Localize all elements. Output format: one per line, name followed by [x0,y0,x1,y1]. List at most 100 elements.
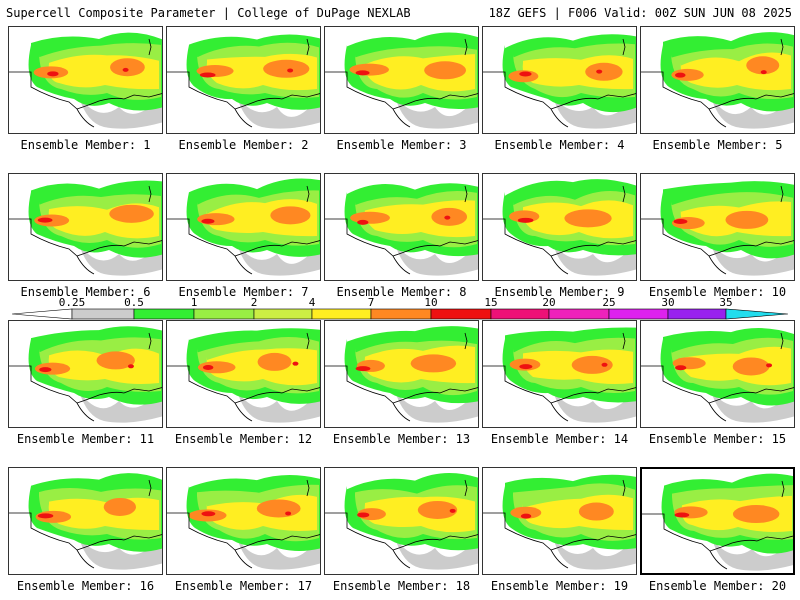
field-shading [725,210,769,229]
boundary-line [464,332,468,350]
boundary-line [76,387,162,404]
boundary-line [167,365,253,422]
boundary-line [167,218,253,275]
colorbar-segment [608,308,669,320]
field-shading [444,215,451,220]
boundary-line [641,71,727,128]
boundary-line [392,534,478,551]
member-map [166,467,321,575]
member-map [482,467,637,575]
boundary-line [306,185,310,203]
boundary-line [483,365,569,422]
boundary-line [148,38,152,56]
member-caption: Ensemble Member: 4 [494,138,625,152]
field-shading [553,538,636,570]
field-shading [349,63,389,76]
boundary-line [76,534,162,551]
field-shading [712,539,793,571]
boundary-line [550,534,636,551]
field-shading [711,391,794,423]
boundary-line [76,93,162,110]
field-shading [237,538,320,570]
field-shading [287,68,294,73]
member-map [166,26,321,134]
colorbar-segment [370,308,432,320]
colorbar-segment [253,308,313,320]
field-shading [510,506,542,519]
boundary-line [622,332,626,350]
field-shading [596,69,603,74]
colorbar-segment [667,308,727,320]
colorbar-segment [193,308,255,320]
boundary-line [483,71,569,128]
field-shading [578,502,614,521]
member-map [8,26,163,134]
boundary-line [234,93,320,110]
boundary-line [709,535,793,552]
boundary-line [483,218,569,275]
colorbar-tick-label: 20 [542,296,555,309]
field-shading [197,213,235,226]
colorbar-segment [490,308,550,320]
colorbar-tick-label: 15 [484,296,497,309]
colorbar-tick-label: 0.5 [124,296,144,309]
field-shading [711,244,794,276]
field-shading [237,244,320,276]
member-caption: Ensemble Member: 9 [494,285,625,299]
member-caption: Ensemble Member: 6 [20,285,151,299]
colorbar-segment [430,308,492,320]
field-shading [109,204,154,223]
boundary-line [167,512,253,569]
boundary-line [9,218,95,275]
field-shading [285,511,292,516]
field-shading [732,505,780,524]
boundary-line [76,240,162,257]
field-shading [675,72,686,78]
boundary-line [464,479,468,497]
member-map [166,320,321,428]
member-caption: Ensemble Member: 17 [174,579,313,593]
boundary-line [550,387,636,404]
field-shading [553,244,636,276]
field-shading [79,538,162,570]
boundary-line [642,513,728,570]
boundary-line [392,240,478,257]
member-caption: Ensemble Member: 1 [20,138,151,152]
member-map [8,320,163,428]
field-shading [37,217,53,223]
member-caption: Ensemble Member: 3 [336,138,467,152]
field-shading [766,363,773,368]
field-shading [553,97,636,129]
boundary-line [780,332,784,350]
colorbar-segment [725,308,788,320]
field-shading [517,217,534,223]
field-shading [711,97,794,129]
member-map [324,467,479,575]
field-shading [424,61,467,80]
field-shading [601,362,608,367]
field-shading [350,211,390,224]
field-shading [292,361,299,366]
boundary-line [708,387,794,404]
member-caption: Ensemble Member: 2 [178,138,309,152]
field-shading [256,499,301,518]
member-caption: Ensemble Member: 11 [16,432,155,446]
field-shading [395,244,478,276]
field-shading [110,58,145,77]
field-shading [357,512,370,518]
field-shading [201,218,215,224]
field-shading [522,494,633,531]
field-shading [237,97,320,129]
member-caption: Ensemble Member: 10 [648,285,787,299]
member-map [8,173,163,281]
member-map [8,467,163,575]
member-map [640,173,795,281]
member-map [640,320,795,428]
colorbar-segment [12,308,73,320]
field-shading [355,70,370,76]
boundary-line [780,38,784,56]
colorbar-segment [71,308,135,320]
field-shading [39,367,52,373]
member-map [324,26,479,134]
boundary-line [550,240,636,257]
